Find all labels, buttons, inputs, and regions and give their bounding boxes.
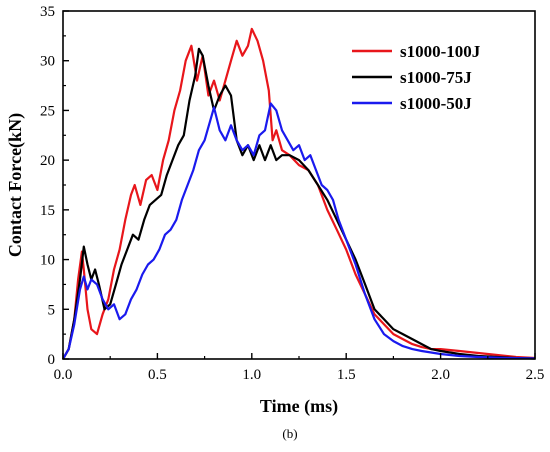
- series-line-2: [62, 47, 536, 360]
- y-tick-label: 15: [40, 203, 55, 219]
- x-tick-label: 1.5: [337, 367, 356, 383]
- y-tick-label: 25: [40, 103, 55, 119]
- y-tick-label: 35: [40, 4, 55, 20]
- y-tick-label: 30: [40, 54, 55, 70]
- legend-label: s1000-50J: [400, 94, 472, 113]
- series-layer: [62, 27, 536, 360]
- series-line-1: [62, 27, 536, 360]
- legend-label: s1000-75J: [400, 68, 472, 87]
- y-tick-label: 10: [40, 253, 55, 269]
- x-tick-label: 1.0: [242, 367, 261, 383]
- x-tick-label: 0.0: [54, 367, 73, 383]
- legend: s1000-100J s1000-75J s1000-50J: [352, 42, 481, 113]
- series-line-3: [62, 102, 536, 360]
- x-tick-label: 2.0: [431, 367, 450, 383]
- x-axis-title: Time (ms): [260, 396, 338, 417]
- x-tick-label: 2.5: [526, 367, 545, 383]
- legend-label: s1000-100J: [400, 42, 481, 61]
- figure-caption: (b): [282, 426, 297, 441]
- y-tick-label: 20: [40, 153, 55, 169]
- x-tick-label: 0.5: [148, 367, 167, 383]
- y-tick-label: 0: [48, 352, 56, 368]
- y-axis-title: Contact Force(kN): [5, 113, 26, 257]
- y-tick-label: 5: [48, 302, 56, 318]
- ticks-layer: 0.0 0.5 1.0 1.5 2.0 2.5 0 5 10 15 20 25 30 35: [40, 4, 544, 383]
